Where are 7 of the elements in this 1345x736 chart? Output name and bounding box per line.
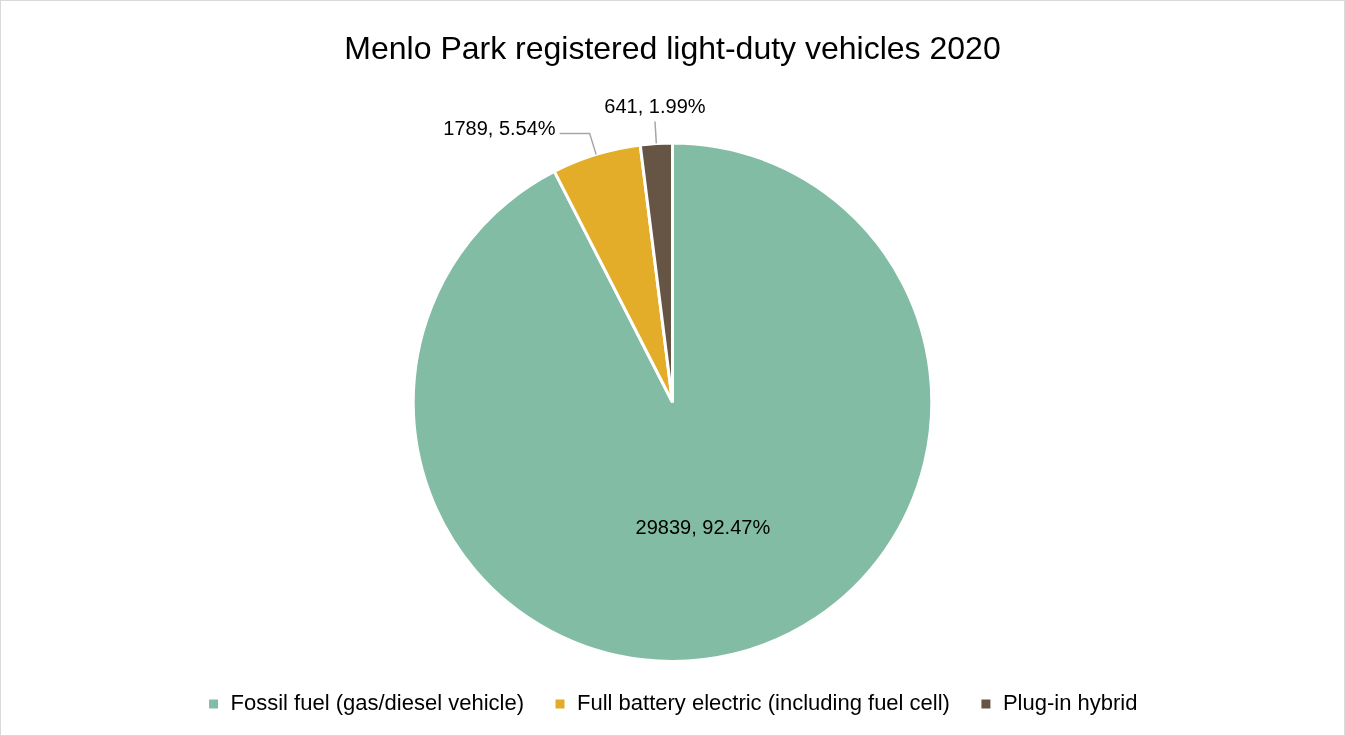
data-label: 29839, 92.47% <box>635 515 771 538</box>
legend-label: Full battery electric (including fuel cell) <box>577 690 950 716</box>
chart-title: Menlo Park registered light-duty vehicles 2020 <box>344 30 1001 67</box>
legend-label: Plug-in hybrid <box>1002 690 1138 716</box>
data-label: 641, 1.99% <box>604 94 706 117</box>
legend-label: Fossil fuel (gas/diesel vehicle) <box>230 690 525 716</box>
data-label: 1789, 5.54% <box>443 116 556 139</box>
